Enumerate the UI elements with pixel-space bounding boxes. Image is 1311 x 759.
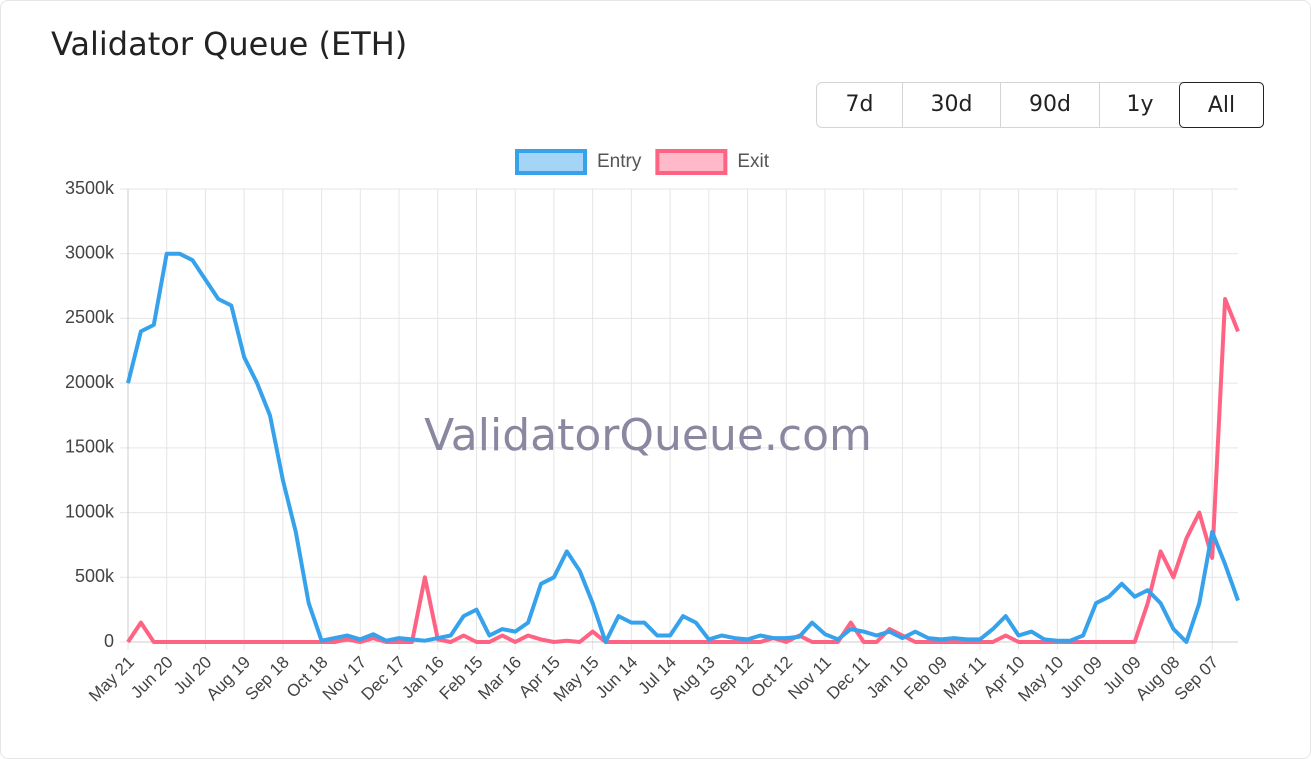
x-tick-label: Mar 11	[940, 653, 990, 703]
x-tick-label: Feb 09	[900, 653, 951, 704]
page-title: Validator Queue (ETH)	[51, 25, 408, 63]
y-tick-label: 2000k	[65, 372, 115, 392]
y-tick-label: 3500k	[65, 178, 115, 198]
y-tick-label: 3000k	[65, 242, 115, 262]
y-tick-label: 1000k	[65, 501, 115, 521]
range-button[interactable]: 90d	[1000, 83, 1099, 127]
y-tick-label: 2500k	[65, 307, 115, 327]
x-tick-label: Dec 11	[823, 653, 874, 704]
range-button[interactable]: 7d	[845, 92, 874, 117]
range-button[interactable]: 1y	[1099, 83, 1180, 127]
series-line	[126, 297, 1240, 644]
x-tick-label: Mar 16	[474, 653, 525, 704]
y-tick-label: 500k	[75, 566, 115, 586]
legend-label: Exit	[737, 151, 769, 172]
x-tick-label: Nov 11	[784, 653, 835, 704]
y-tick-label: 0	[104, 631, 114, 651]
legend-label: Entry	[597, 151, 642, 172]
watermark: ValidatorQueue.com	[424, 410, 872, 461]
x-tick-label: Dec 17	[358, 653, 410, 705]
x-tick-label: Sep 18	[241, 653, 293, 705]
range-selector: 7d 30d 90d 1y All	[816, 82, 1264, 128]
x-tick-label: Jun 09	[1056, 653, 1106, 703]
range-button[interactable]: All	[1179, 82, 1264, 128]
legend-swatch	[655, 149, 728, 175]
x-tick-label: May 21	[85, 653, 138, 706]
x-tick-label: Sep 07	[1171, 653, 1223, 705]
y-tick-label: 1500k	[65, 437, 115, 457]
x-tick-label: Jun 20	[127, 653, 177, 703]
series-line	[126, 251, 1240, 644]
range-button[interactable]: 30d	[902, 83, 1000, 127]
x-tick-label: Jun 14	[592, 653, 642, 703]
x-tick-label: Sep 12	[706, 653, 758, 705]
legend-swatch	[515, 149, 587, 175]
